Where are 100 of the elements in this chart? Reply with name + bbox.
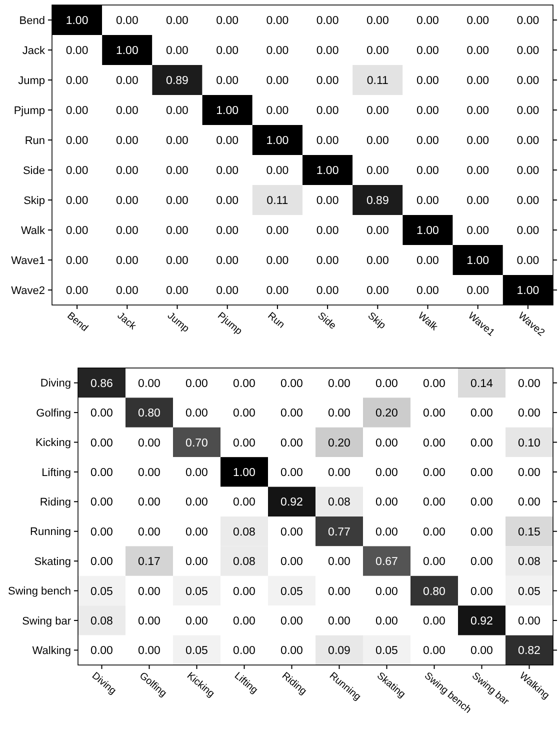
data-label: 0.00 bbox=[466, 225, 490, 238]
data-label: 0.00 bbox=[216, 165, 239, 178]
data-label: 0.00 bbox=[166, 195, 188, 208]
data-label: 0.05 bbox=[186, 645, 208, 658]
data-label: 0.80 bbox=[423, 586, 446, 598]
data-label: 0.00 bbox=[280, 437, 303, 450]
data-label: 0.00 bbox=[280, 378, 303, 390]
data-label: 0.00 bbox=[366, 225, 389, 238]
data-label: 0.00 bbox=[266, 255, 289, 268]
data-label: 0.00 bbox=[416, 15, 439, 28]
data-label: 0.00 bbox=[166, 135, 188, 148]
data-label: 0.08 bbox=[233, 526, 256, 538]
data-label: 1.00 bbox=[416, 225, 439, 238]
data-label: 0.00 bbox=[233, 408, 256, 420]
data-label: 1.00 bbox=[266, 135, 289, 148]
data-label: 0.00 bbox=[166, 165, 188, 178]
data-label: 0.00 bbox=[266, 75, 289, 88]
data-label: 0.00 bbox=[316, 105, 339, 118]
data-label: 0.05 bbox=[90, 586, 113, 598]
data-label: 0.00 bbox=[66, 165, 88, 178]
data-label: 0.00 bbox=[466, 45, 490, 58]
data-label: 0.05 bbox=[376, 645, 398, 658]
data-label: 0.00 bbox=[416, 255, 439, 268]
data-label: 0.00 bbox=[316, 75, 339, 88]
data-label: 0.08 bbox=[90, 615, 113, 628]
data-label: 0.89 bbox=[166, 75, 188, 88]
data-label: 0.00 bbox=[66, 105, 88, 118]
data-label: 0.00 bbox=[518, 408, 540, 420]
data-label: 0.00 bbox=[138, 526, 160, 538]
data-label: 0.00 bbox=[423, 378, 446, 390]
data-label: 0.00 bbox=[328, 466, 350, 479]
data-label: 0.00 bbox=[366, 165, 389, 178]
y-tick-label: Side bbox=[22, 164, 45, 177]
data-label: 0.00 bbox=[470, 408, 493, 420]
data-label: 0.00 bbox=[376, 615, 398, 628]
data-label: 0.08 bbox=[518, 556, 540, 568]
data-label: 0.00 bbox=[216, 255, 239, 268]
y-tick-label: Golfing bbox=[36, 407, 71, 420]
data-label: 0.00 bbox=[166, 285, 188, 298]
data-label: 0.00 bbox=[186, 556, 208, 568]
y-tick-label: Riding bbox=[40, 496, 71, 508]
data-label: 0.00 bbox=[280, 556, 303, 568]
data-label: 0.00 bbox=[470, 586, 493, 598]
data-label: 0.00 bbox=[516, 15, 540, 28]
y-tick-label: Lifting bbox=[42, 466, 71, 479]
data-label: 0.00 bbox=[90, 645, 113, 658]
y-tick-label: Diving bbox=[40, 378, 71, 390]
data-label: 0.00 bbox=[466, 195, 490, 208]
data-label: 0.00 bbox=[66, 285, 88, 298]
data-label: 0.00 bbox=[416, 135, 439, 148]
y-tick-label: Swing bar bbox=[22, 615, 72, 628]
data-label: 0.00 bbox=[516, 45, 540, 58]
data-label: 0.92 bbox=[280, 496, 303, 509]
data-label: 0.00 bbox=[233, 496, 256, 509]
data-label: 0.17 bbox=[138, 556, 160, 568]
data-label: 0.00 bbox=[376, 437, 398, 450]
data-label: 0.00 bbox=[266, 105, 289, 118]
data-label: 0.00 bbox=[316, 15, 339, 28]
data-label: 0.00 bbox=[280, 615, 303, 628]
data-label: 0.00 bbox=[138, 586, 160, 598]
data-label: 0.00 bbox=[466, 285, 490, 298]
data-label: 0.00 bbox=[216, 135, 239, 148]
data-label: 0.92 bbox=[470, 615, 493, 628]
data-label: 0.00 bbox=[116, 105, 138, 118]
data-label: 1.00 bbox=[116, 45, 138, 58]
data-label: 0.00 bbox=[366, 45, 389, 58]
data-label: 0.00 bbox=[518, 378, 540, 390]
data-label: 0.89 bbox=[366, 195, 389, 208]
data-label: 0.82 bbox=[518, 645, 540, 658]
data-label: 0.00 bbox=[466, 105, 490, 118]
data-label: 0.08 bbox=[328, 496, 350, 509]
data-label: 0.00 bbox=[470, 466, 493, 479]
data-label: 0.00 bbox=[516, 105, 540, 118]
data-label: 0.00 bbox=[470, 556, 493, 568]
data-label: 0.00 bbox=[416, 195, 439, 208]
data-label: 0.00 bbox=[316, 135, 339, 148]
data-label: 0.15 bbox=[518, 526, 540, 538]
data-label: 0.00 bbox=[366, 15, 389, 28]
data-label: 0.00 bbox=[233, 586, 256, 598]
data-label: 0.08 bbox=[233, 556, 256, 568]
data-label: 0.00 bbox=[376, 526, 398, 538]
y-tick-label: Running bbox=[30, 526, 71, 538]
data-label: 0.00 bbox=[90, 526, 113, 538]
data-label: 0.10 bbox=[518, 437, 540, 450]
y-tick-label: Skip bbox=[24, 194, 45, 207]
y-tick-label: Skating bbox=[34, 556, 71, 568]
data-label: 0.00 bbox=[116, 225, 138, 238]
data-label: 0.00 bbox=[470, 496, 493, 509]
x-tick-label: Skip bbox=[365, 310, 388, 332]
y-tick-label: Swing bench bbox=[8, 586, 71, 598]
y-tick-label: Kicking bbox=[36, 437, 71, 450]
data-label: 0.00 bbox=[90, 408, 113, 420]
y-tick-label: Walking bbox=[32, 645, 71, 657]
data-label: 0.00 bbox=[516, 165, 540, 178]
data-label: 0.05 bbox=[186, 586, 208, 598]
data-label: 0.00 bbox=[466, 165, 490, 178]
data-label: 0.00 bbox=[466, 15, 490, 28]
data-label: 0.00 bbox=[376, 466, 398, 479]
data-label: 0.00 bbox=[116, 285, 138, 298]
data-label: 0.00 bbox=[516, 135, 540, 148]
